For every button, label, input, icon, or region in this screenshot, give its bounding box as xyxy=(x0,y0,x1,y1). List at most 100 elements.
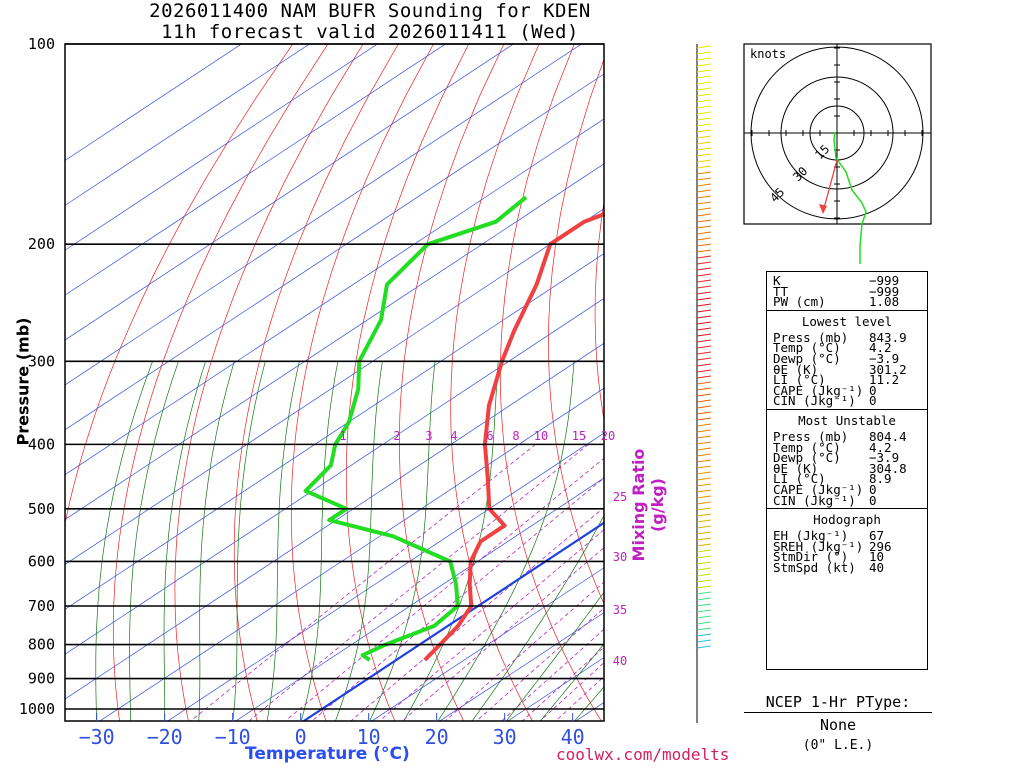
indices-section-title: Hodograph xyxy=(813,512,881,528)
mixing-ratio-line xyxy=(190,444,536,721)
mixing-ratio-tick-label: 2 xyxy=(393,429,400,443)
index-value: 4.2 xyxy=(869,340,892,356)
freezing-isotherm xyxy=(301,521,604,721)
pressure-tick-label: 600 xyxy=(28,552,55,570)
index-row: StmDir (°) 10 xyxy=(767,551,927,563)
moist-adiabat xyxy=(129,361,179,721)
index-row: LI (°C) 8.9 xyxy=(767,471,927,487)
index-row: StmSpd (kt) 40 xyxy=(767,559,927,575)
indices-hodograph: Hodograph EH (Jkg⁻¹) 67 SREH (Jkg⁻¹) 296 StmD… xyxy=(767,508,927,575)
credit-link[interactable]: coolwx.com/modelts xyxy=(556,745,730,764)
hodograph-frame xyxy=(743,43,932,225)
index-label: Dewp (°C) xyxy=(773,450,841,466)
mixing-ratio-tick-label: 25 xyxy=(613,490,627,504)
index-label: EH (Jkg⁻¹) xyxy=(773,528,849,544)
mixing-ratio-tick-label: 3 xyxy=(425,429,432,443)
dewpoint-profile xyxy=(303,195,528,662)
index-row: LI (°C) 11.2 xyxy=(767,374,927,386)
index-value: 0 xyxy=(869,393,877,409)
hodograph-ring-label: 45 xyxy=(767,185,787,205)
index-row: K −999 xyxy=(767,273,927,288)
index-value: 301.2 xyxy=(869,361,907,377)
mixing-ratio-line xyxy=(350,507,604,721)
moist-adiabat xyxy=(198,361,235,721)
plot-area xyxy=(65,0,740,726)
index-value: 1.08 xyxy=(869,294,900,310)
isotherm xyxy=(65,208,604,565)
storm-motion-vector xyxy=(822,159,838,213)
pressure-tick-label: 1000 xyxy=(19,700,55,718)
index-label: CIN (Jkg⁻¹) xyxy=(773,492,856,508)
mixing-ratio-label: Mixing Ratio (g/kg) xyxy=(629,448,667,562)
isotherm xyxy=(65,73,604,431)
mixing-ratio-line xyxy=(284,457,604,721)
mixing-ratio-tick-label: 1 xyxy=(339,429,346,443)
index-label: SREH (Jkg⁻¹) xyxy=(773,538,864,554)
index-label: θE (K) xyxy=(773,361,819,377)
pressure-tick-label: 400 xyxy=(28,435,55,453)
isotherm xyxy=(705,0,740,726)
moist-adiabat xyxy=(266,361,300,721)
index-row: Press (mb) 843.9 xyxy=(767,331,927,344)
pressure-tick-label: 700 xyxy=(28,597,55,615)
mixing-ratio-tick-label: 20 xyxy=(601,429,615,443)
index-value: −3.9 xyxy=(869,450,900,466)
mixing-ratio-tick-label: 6 xyxy=(486,429,493,443)
ptype-snow: (0" L.E.) xyxy=(802,738,874,753)
mixing-ratio-tick-label: 8 xyxy=(512,429,519,443)
ptype-box: NCEP 1-Hr PType: None (0" L.E.) xyxy=(744,693,932,753)
chart-title-line1: 2026011400 NAM BUFR Sounding for KDEN xyxy=(149,0,591,22)
moist-adiabat xyxy=(95,361,153,721)
mixing-ratio-line xyxy=(248,444,589,721)
hodograph-ring xyxy=(750,46,924,220)
mixing-ratio-line xyxy=(401,547,604,721)
dry-adiabat xyxy=(684,44,740,726)
index-row: CIN (Jkg⁻¹) 0 xyxy=(767,393,927,409)
ptype-title: NCEP 1-Hr PType: xyxy=(744,693,932,713)
temp-tick-label: 0 xyxy=(295,725,307,749)
index-row: Temp (°C) 4.2 xyxy=(767,340,927,356)
index-label: θE (K) xyxy=(773,460,819,476)
indices-section-title: Most Unstable xyxy=(798,412,896,428)
hodograph-units: knots xyxy=(750,47,786,61)
isotherm xyxy=(65,253,604,610)
isotherm xyxy=(65,44,447,296)
moist-adiabat xyxy=(369,361,436,721)
moist-adiabat xyxy=(300,361,339,721)
moist-adiabat xyxy=(163,361,206,721)
isotherm xyxy=(65,44,379,251)
isotherm xyxy=(439,612,604,721)
isotherm xyxy=(65,44,515,341)
index-value: 8.9 xyxy=(869,471,892,487)
temperature-profile xyxy=(423,212,604,662)
plot-frame xyxy=(64,43,605,722)
index-row: Temp (°C) 4.2 xyxy=(767,441,927,454)
dry-adiabat xyxy=(112,44,329,721)
pressure-tick-label: 300 xyxy=(28,352,55,370)
index-label: Temp (°C) xyxy=(773,340,841,356)
index-row: θE (K) 304.8 xyxy=(767,460,927,476)
index-row: Dewp (°C) −3.9 xyxy=(767,450,927,466)
index-label: StmSpd (kt) xyxy=(773,559,856,575)
moist-adiabat xyxy=(505,591,604,721)
dry-adiabat xyxy=(640,44,740,726)
index-value: −999 xyxy=(869,273,900,288)
index-value: 804.4 xyxy=(869,428,907,444)
moist-adiabat xyxy=(232,361,266,721)
index-value: 0 xyxy=(869,382,877,398)
index-label: Press (mb) xyxy=(773,428,849,444)
temp-tick-label: −30 xyxy=(79,725,115,749)
mixing-ratio-line xyxy=(555,676,604,721)
isotherm xyxy=(65,163,604,520)
indices-most-unstable: Most Unstable Press (mb) 804.4 Temp (°C) 4.2… xyxy=(767,408,927,508)
isotherm xyxy=(65,118,604,476)
mixing-ratio-tick-label: 4 xyxy=(450,429,457,443)
storm-motion-arrowhead xyxy=(819,204,827,214)
dry-adiabat xyxy=(594,200,604,422)
dry-adiabat xyxy=(233,44,399,721)
index-value: 0 xyxy=(869,492,877,508)
index-label: PW (cm) xyxy=(773,294,826,310)
isotherm xyxy=(65,44,311,206)
temp-tick-label: 40 xyxy=(561,725,585,749)
